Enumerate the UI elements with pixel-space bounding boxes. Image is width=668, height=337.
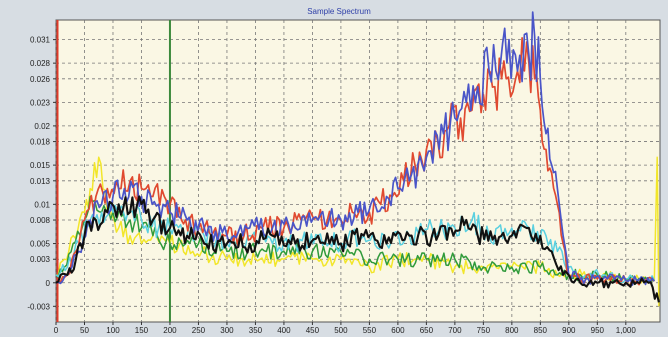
y-tick-label: 0.026 <box>30 75 51 84</box>
series-line <box>55 195 660 303</box>
y-tick-label: 0.008 <box>30 216 51 225</box>
y-tick-label: 0.031 <box>30 36 51 45</box>
x-tick-label: 950 <box>591 326 605 335</box>
x-tick-label: 350 <box>249 326 263 335</box>
x-tick-label: 500 <box>334 326 348 335</box>
x-tick-label: 400 <box>277 326 291 335</box>
y-tick-label: 0 <box>46 279 51 288</box>
series-line <box>55 11 655 286</box>
x-tick-label: 250 <box>192 326 206 335</box>
y-tick-label: 0.015 <box>30 161 51 170</box>
x-tick-label: 100 <box>106 326 120 335</box>
chart-title: Sample Spectrum <box>307 7 371 16</box>
x-tick-label: 200 <box>163 326 177 335</box>
y-tick-label: 0.02 <box>34 122 50 131</box>
series-line <box>55 202 655 284</box>
x-tick-label: 650 <box>420 326 434 335</box>
x-tick-label: 450 <box>306 326 320 335</box>
x-tick-label: 600 <box>391 326 405 335</box>
x-tick-label: 550 <box>363 326 377 335</box>
x-tick-label: 1,000 <box>616 326 637 335</box>
x-tick-label: 850 <box>534 326 548 335</box>
series-line <box>55 37 655 287</box>
y-tick-label: 0.003 <box>30 255 51 264</box>
vertical-markers <box>56 20 171 322</box>
x-tick-label: 750 <box>477 326 491 335</box>
plot-area <box>55 19 661 323</box>
y-axis: -0.003 0 0.003 0.005 0.008 0.01 0.013 0.015 0.01… <box>27 36 56 311</box>
y-tick-label: -0.003 <box>27 302 50 311</box>
y-tick-label: 0.01 <box>34 200 50 209</box>
y-tick-label: 0.013 <box>30 177 51 186</box>
x-tick-label: 0 <box>54 326 59 335</box>
x-tick-label: 150 <box>135 326 149 335</box>
series-lines <box>55 11 660 307</box>
x-axis: 0 50 100 150 200 250 300 350 400 450 500 550 600 650 7… <box>54 322 637 335</box>
x-tick-label: 700 <box>448 326 462 335</box>
x-tick-label: 50 <box>80 326 89 335</box>
x-tick-label: 300 <box>220 326 234 335</box>
y-tick-label: 0.018 <box>30 138 51 147</box>
y-tick-label: 0.028 <box>30 59 51 68</box>
y-tick-label: 0.005 <box>30 240 51 249</box>
y-tick-label: 0.023 <box>30 98 51 107</box>
x-tick-label: 900 <box>562 326 576 335</box>
x-tick-label: 800 <box>505 326 519 335</box>
